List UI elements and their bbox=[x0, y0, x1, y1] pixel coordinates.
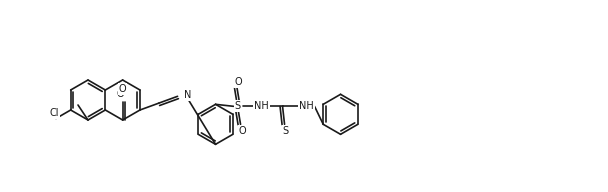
Text: O: O bbox=[235, 77, 243, 87]
Text: Cl: Cl bbox=[49, 108, 59, 118]
Text: NH: NH bbox=[299, 101, 314, 111]
Text: N: N bbox=[184, 90, 191, 100]
Text: O: O bbox=[117, 89, 125, 99]
Text: NH: NH bbox=[254, 101, 269, 111]
Text: O: O bbox=[119, 84, 126, 94]
Text: S: S bbox=[283, 126, 289, 136]
Text: S: S bbox=[235, 101, 241, 111]
Text: O: O bbox=[239, 126, 246, 136]
